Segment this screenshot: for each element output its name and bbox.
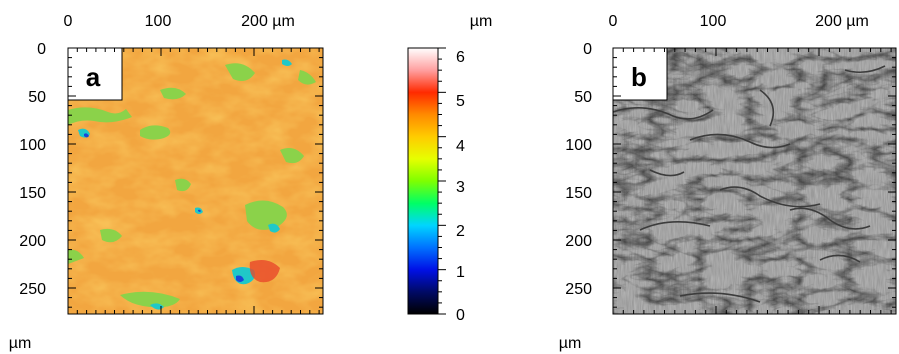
panel-a-y-unit: µm xyxy=(9,335,32,352)
panel-b-y-tick-200: 200 xyxy=(565,233,592,250)
panel-b-y-tick-100: 100 xyxy=(565,137,592,154)
panel-b-label: b xyxy=(631,62,647,92)
panel-b-axis-ticks xyxy=(612,47,896,314)
panel-a-x-tick-200: 200 µm xyxy=(241,13,295,30)
colorbar-ticks xyxy=(438,47,446,315)
colorbar-gradient xyxy=(407,47,439,315)
panel-a-y-tick-100: 100 xyxy=(19,137,46,154)
panel-b-x-tick-200: 200 µm xyxy=(815,13,869,30)
panel-a-deepest-regions xyxy=(84,133,244,282)
panel-a-y-tick-200: 200 xyxy=(19,233,46,250)
panel-a-low-regions xyxy=(68,63,316,308)
colorbar-tick-4: 4 xyxy=(456,138,465,155)
colorbar-unit: µm xyxy=(470,13,493,30)
colorbar-tick-5: 5 xyxy=(456,93,465,110)
panel-a-label: a xyxy=(86,62,101,92)
panel-b: b 0 100 200 µm 0 50 100 150 200 250 µm xyxy=(559,13,897,352)
panel-b-y-tick-150: 150 xyxy=(565,185,592,202)
colorbar-tick-2: 2 xyxy=(456,223,465,240)
panel-a-y-tick-250: 250 xyxy=(19,281,46,298)
panel-b-grain-boundaries xyxy=(613,65,886,303)
panel-a-y-tick-150: 150 xyxy=(19,185,46,202)
panel-a-label-box xyxy=(67,47,123,101)
colorbar-tick-6: 6 xyxy=(456,49,465,66)
panel-a-x-tick-100: 100 xyxy=(145,13,172,30)
panel-b-y-unit: µm xyxy=(559,335,582,352)
colorbar-tick-3: 3 xyxy=(456,179,465,196)
panel-b-y-tick-250: 250 xyxy=(565,281,592,298)
panel-b-label-box xyxy=(612,47,668,101)
colorbar-tick-0: 0 xyxy=(456,307,465,324)
colorbar: µm 6 5 4 3 2 1 0 xyxy=(407,13,493,324)
panel-a-y-tick-50: 50 xyxy=(28,89,46,106)
panel-a-axis-ticks xyxy=(67,47,323,314)
panel-b-x-tick-0: 0 xyxy=(609,13,618,30)
panel-a-y-tick-0: 0 xyxy=(37,41,46,58)
panel-a-x-tick-0: 0 xyxy=(64,13,73,30)
panel-b-y-tick-0: 0 xyxy=(583,41,592,58)
panel-a: a 0 100 200 µm 0 50 100 150 200 250 µm xyxy=(9,13,324,352)
panel-a-peak-regions xyxy=(249,260,280,283)
colorbar-tick-1: 1 xyxy=(456,264,465,281)
panel-b-y-tick-50: 50 xyxy=(574,89,592,106)
panel-b-x-tick-100: 100 xyxy=(700,13,727,30)
